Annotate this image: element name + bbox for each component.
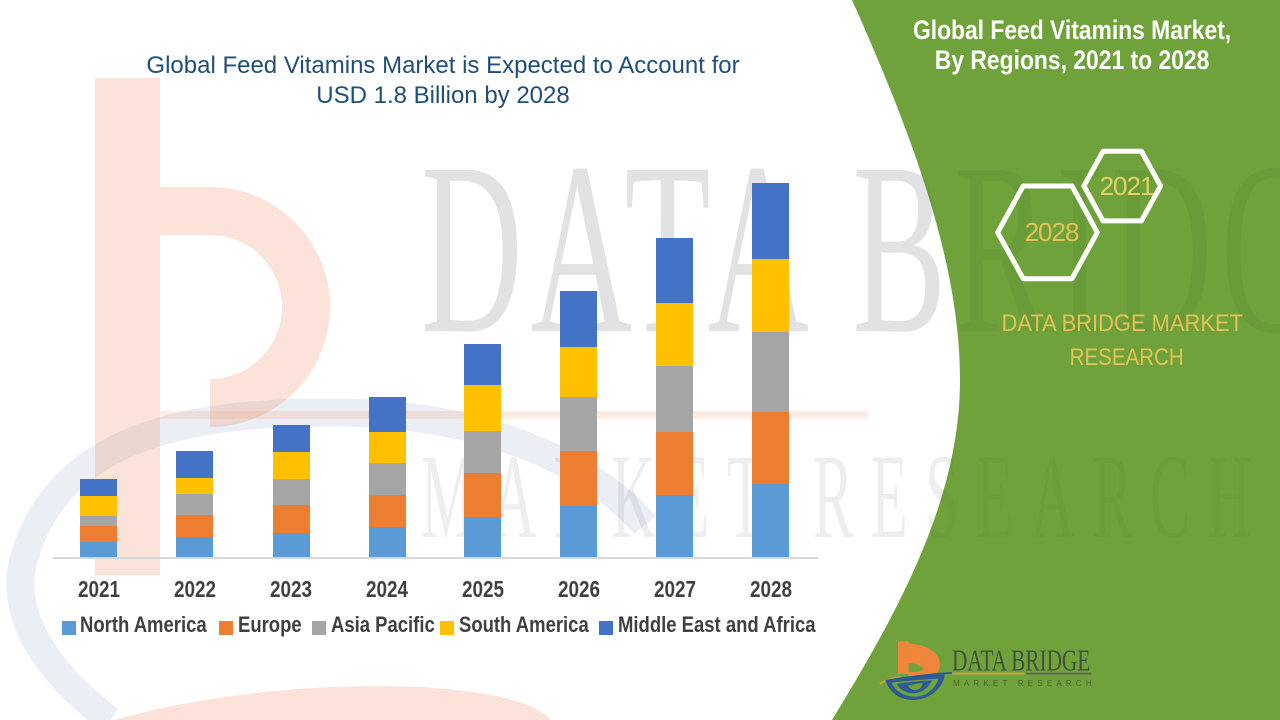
svg-text:DATA BRIDGE: DATA BRIDGE (952, 643, 1090, 678)
svg-text:2021: 2021 (1100, 171, 1154, 201)
svg-text:MARKET RESEARCH: MARKET RESEARCH (953, 679, 1096, 688)
svg-text:2028: 2028 (1025, 217, 1079, 247)
